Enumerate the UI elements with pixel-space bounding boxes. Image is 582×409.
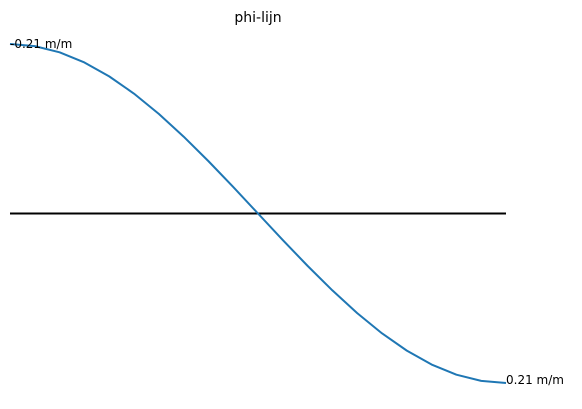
end-value-label: 0.21 m/m: [506, 373, 564, 387]
chart-title: phi-lijn: [234, 10, 281, 26]
phi-curve: [9, 43, 507, 384]
start-value-label: -0.21 m/m: [10, 37, 72, 51]
